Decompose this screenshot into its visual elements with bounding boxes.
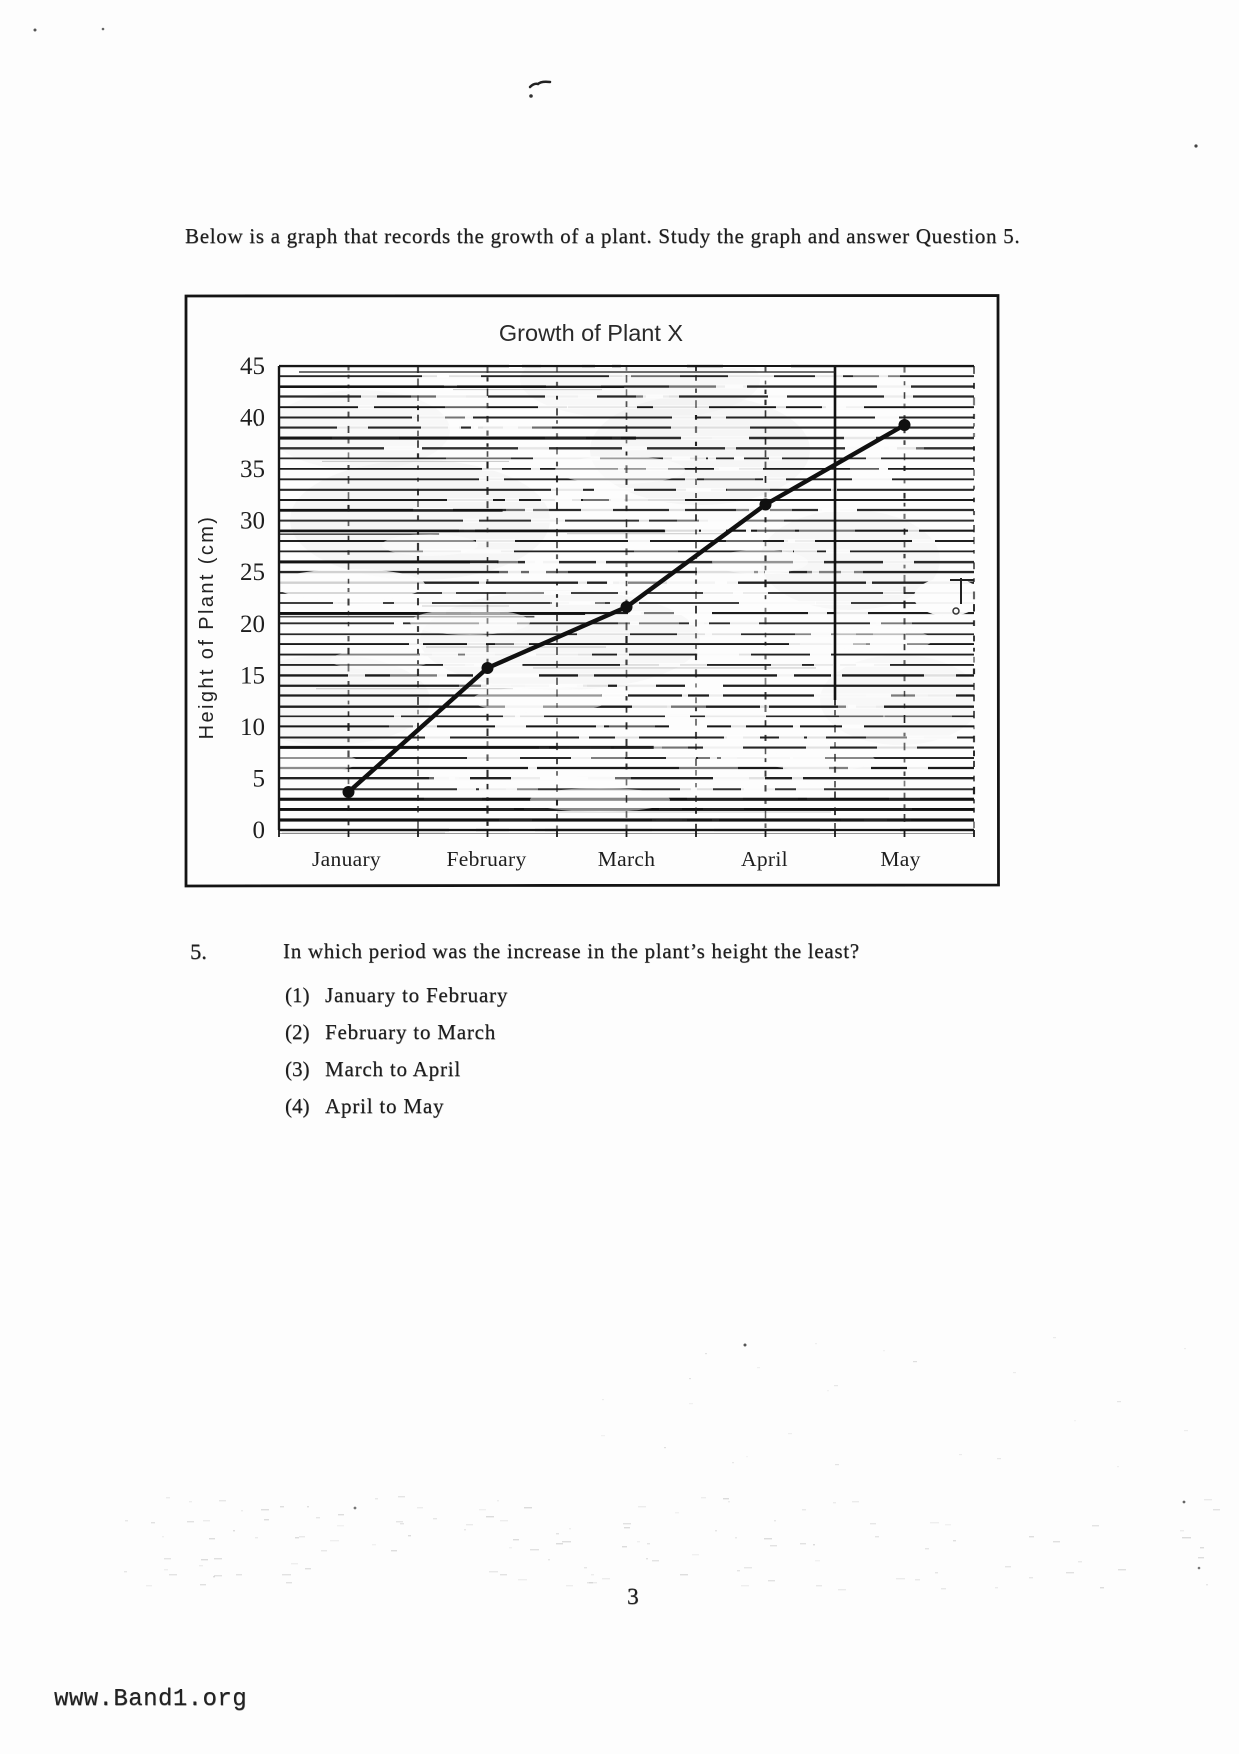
svg-text:April: April	[741, 847, 788, 871]
svg-text:30: 30	[240, 508, 265, 535]
svg-text:35: 35	[240, 456, 265, 483]
svg-text:10: 10	[240, 714, 265, 741]
svg-text:Growth of Plant X: Growth of Plant X	[499, 320, 683, 346]
svg-text:20: 20	[240, 611, 265, 638]
svg-text:March: March	[598, 847, 656, 871]
svg-text:40: 40	[240, 405, 265, 432]
svg-text:May: May	[880, 847, 920, 871]
svg-text:15: 15	[240, 662, 265, 689]
svg-text:Height of Plant (cm): Height of Plant (cm)	[196, 515, 218, 740]
svg-text:5: 5	[253, 765, 266, 792]
svg-text:January: January	[312, 847, 381, 871]
svg-text:February: February	[446, 847, 526, 871]
svg-text:25: 25	[240, 559, 265, 586]
svg-text:45: 45	[240, 353, 265, 380]
svg-text:0: 0	[253, 817, 266, 844]
